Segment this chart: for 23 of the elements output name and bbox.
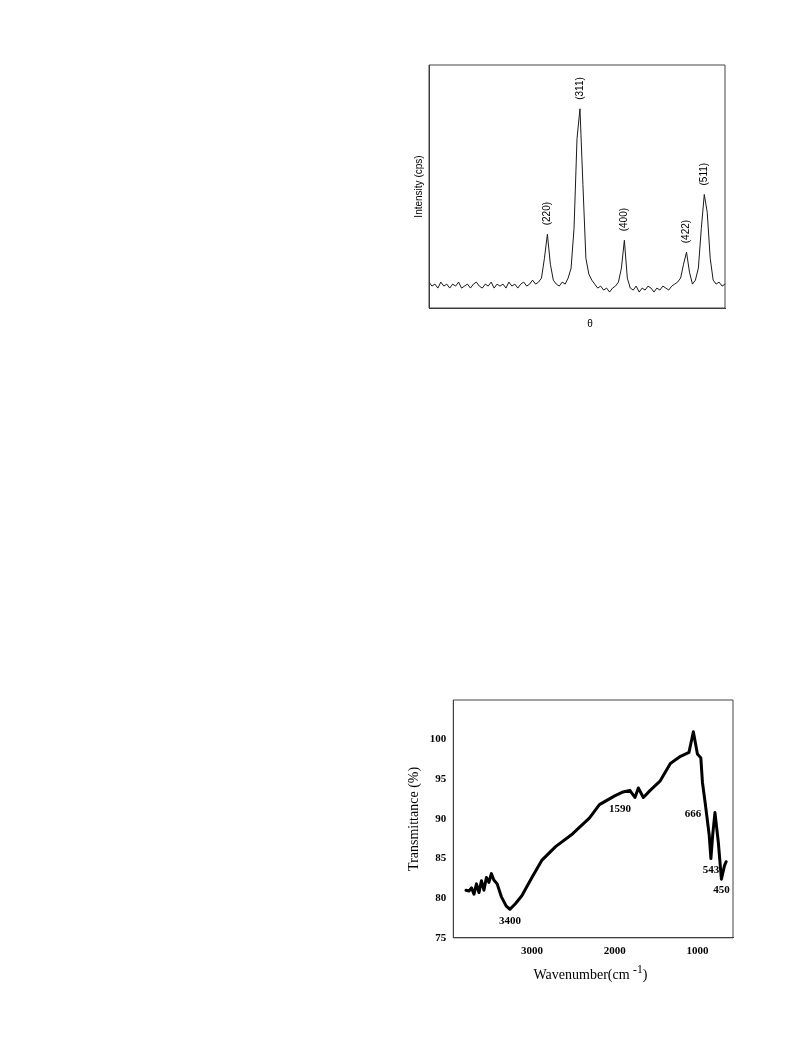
x-axis-title: θ — [586, 318, 594, 329]
annotation: (422) — [680, 219, 692, 244]
y-tick-label: 75 — [435, 930, 447, 943]
y-axis-title: Transmittance (%) — [406, 766, 423, 871]
annotation: 666 — [684, 807, 702, 820]
x-tick-label: 2000 — [603, 944, 627, 957]
y-tick-label: 90 — [435, 811, 447, 824]
annotation: 543 — [702, 862, 720, 875]
y-axis-title: Intensity (cps) — [412, 155, 424, 218]
annotation: 3400 — [498, 913, 522, 926]
annotation: 1590 — [608, 801, 632, 814]
annotation: (511) — [698, 162, 710, 186]
annotation: (400) — [618, 207, 630, 232]
x-tick-label: 1000 — [686, 944, 709, 957]
annotation: 450 — [713, 883, 731, 896]
annotation: (220) — [541, 201, 553, 226]
y-tick-label: 95 — [435, 772, 447, 785]
y-tick-label: 100 — [429, 732, 447, 745]
x-tick-label: 3000 — [520, 944, 544, 957]
y-tick-label: 80 — [435, 891, 447, 904]
x-axis-title: Wavenumber(cm $^{-1}$) — [532, 963, 649, 983]
annotation: (311) — [573, 77, 585, 100]
y-tick-label: 85 — [435, 851, 447, 864]
